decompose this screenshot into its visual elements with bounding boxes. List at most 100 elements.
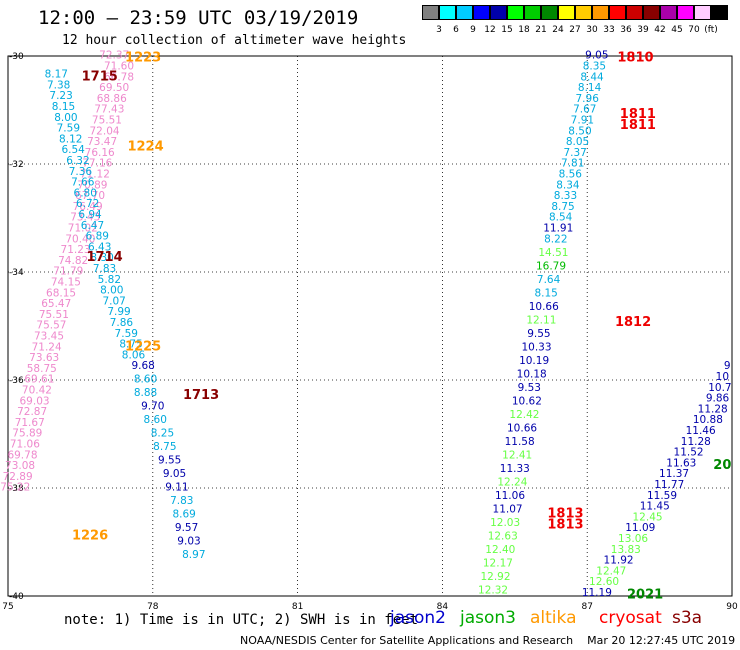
color-scale-label: 30 [586, 25, 598, 35]
data-point-label: 71.24 [32, 341, 62, 353]
data-point-label: 10.66 [529, 301, 559, 313]
color-scale-label: 33 [603, 25, 615, 35]
data-point-label: 8.22 [544, 233, 567, 245]
data-point-label: 8.25 [151, 428, 174, 440]
data-point-label: 73.45 [34, 331, 64, 343]
color-scale-label: 39 [637, 25, 649, 35]
legend-jason2: jason2 [390, 608, 446, 628]
data-point-label: 12.03 [490, 517, 520, 529]
color-scale-label: 6 [453, 25, 459, 35]
time-label: 1223 [125, 50, 161, 65]
data-point-label: 75.89 [12, 428, 42, 440]
data-point-label: 74.15 [51, 277, 81, 289]
data-point-label: 8.88 [134, 387, 157, 399]
data-point-label: 7.91 [571, 115, 594, 127]
color-swatch [575, 5, 592, 20]
time-label: 1813 [547, 518, 583, 533]
data-point-label: 9.70 [141, 401, 164, 413]
color-swatch [473, 5, 490, 20]
data-point-label: 10.62 [512, 395, 542, 407]
data-point-label: 7.36 [69, 166, 93, 178]
data-point-label: 7.23 [49, 90, 72, 102]
time-label: 1714 [86, 250, 122, 265]
color-scale-label: 15 [501, 25, 513, 35]
data-point-label: 9.53 [518, 382, 541, 394]
data-point-label: 12.11 [526, 314, 556, 326]
data-point-label: 8.75 [153, 441, 176, 453]
data-point-label: 10 [716, 371, 729, 383]
data-point-label: 69.78 [7, 449, 37, 461]
data-point-label: 70.42 [22, 385, 52, 397]
data-point-label: 8.14 [578, 82, 602, 94]
data-point-label: 8.97 [182, 549, 205, 561]
time-label: 1811 [620, 107, 656, 122]
color-swatch [507, 5, 524, 20]
data-point-label: 8.00 [100, 285, 123, 297]
data-point-label: 8.06 [122, 349, 146, 361]
color-swatch [711, 5, 728, 20]
time-label: 1812 [615, 315, 651, 330]
data-point-label: 72.37 [99, 50, 129, 62]
credit-line: NOAA/NESDIS Center for Satellite Applica… [240, 634, 736, 647]
data-point-label: 11.19 [582, 587, 612, 599]
color-swatch [643, 5, 660, 20]
data-point-label: 11.37 [659, 468, 689, 480]
data-point-label: 76.49 [73, 201, 103, 213]
data-point-label: 8.15 [52, 101, 75, 113]
data-point-label: 69.50 [99, 82, 129, 94]
data-point-label: 10.7 [708, 382, 731, 394]
data-point-label: 68.86 [97, 93, 127, 105]
color-scale-label: 3 [436, 25, 442, 35]
data-point-label: 73.08 [5, 460, 35, 472]
y-tick-label: -30 [9, 52, 24, 62]
y-tick-label: -36 [9, 376, 24, 386]
data-point-label: 10.66 [507, 422, 537, 434]
data-point-label: 8.69 [172, 509, 195, 521]
data-point-label: 9.05 [585, 50, 608, 62]
color-swatch [677, 5, 694, 20]
data-point-label: 11.63 [666, 457, 696, 469]
x-tick-label: 75 [2, 602, 13, 612]
data-point-label: 12.42 [509, 409, 539, 421]
time-label: 1715 [82, 69, 118, 84]
data-point-label: 12.17 [483, 557, 513, 569]
data-point-label: 5.82 [98, 274, 121, 286]
data-point-label: 71.02 [68, 223, 98, 235]
data-point-label: 11.28 [681, 436, 711, 448]
footer-note: note: 1) Time is in UTC; 2) SWH is in fe… [64, 612, 419, 628]
data-point-label: 9.11 [165, 482, 188, 494]
data-point-label: 6.54 [61, 144, 85, 156]
data-point-label: 8.50 [568, 125, 591, 137]
data-point-label: 11.46 [686, 425, 716, 437]
data-point-label: 13.83 [611, 544, 641, 556]
data-point-label: 7.59 [115, 328, 138, 340]
page-title: 12:00 – 23:59 UTC 03/19/2019 [38, 7, 359, 29]
data-point-label: 7.83 [170, 495, 193, 507]
data-point-label: 12.45 [633, 511, 663, 523]
data-point-label: 7.99 [107, 306, 130, 318]
color-scale-label: 42 [654, 25, 666, 35]
data-point-label: 11.58 [505, 436, 535, 448]
data-point-label: 75.22 [0, 482, 30, 494]
x-tick-label: 87 [581, 602, 592, 612]
x-tick-label: 90 [726, 602, 738, 612]
data-point-label: 8.56 [559, 169, 583, 181]
data-point-label: 70.89 [77, 179, 107, 191]
data-point-label: 71.12 [80, 169, 110, 181]
data-point-label: 10.19 [519, 355, 549, 367]
data-point-label: 6.94 [78, 209, 102, 221]
color-swatch [422, 5, 439, 20]
color-swatch [609, 5, 626, 20]
time-label: 1813 [547, 507, 583, 522]
data-point-label: 11.33 [500, 463, 530, 475]
data-point-label: 72.04 [90, 125, 120, 137]
data-point-label: 7.66 [71, 177, 95, 189]
data-point-label: 12.41 [502, 449, 532, 461]
color-swatch [490, 5, 507, 20]
legend-cryosat: cryosat [599, 608, 662, 628]
data-point-label: 10.18 [517, 368, 547, 380]
data-point-label: 7.96 [576, 93, 600, 105]
data-point-label: 11.45 [640, 501, 670, 513]
data-point-label: 77.16 [82, 158, 112, 170]
data-point-label: 8.33 [554, 190, 577, 202]
